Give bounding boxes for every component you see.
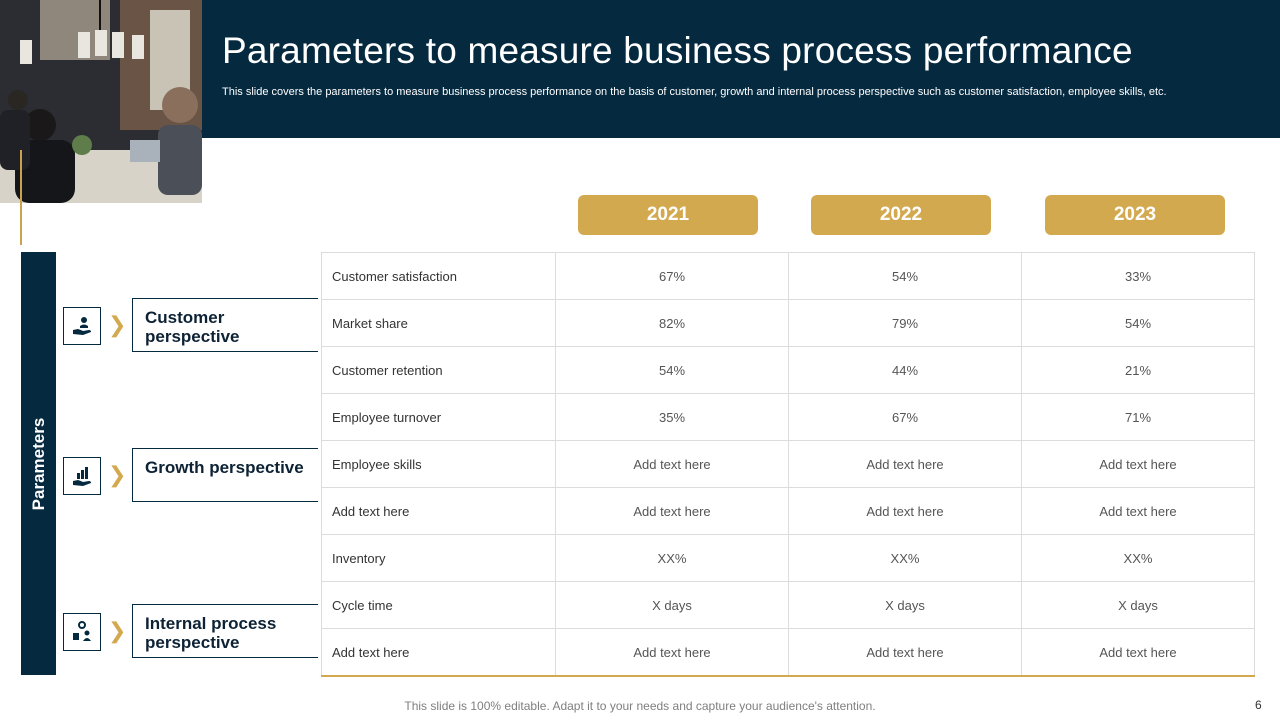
perspective-growth: Growth perspective xyxy=(132,448,318,502)
table-row: Employee turnover 35% 67% 71% xyxy=(321,393,1255,441)
cell-2021: Add text here xyxy=(555,487,789,535)
cell-2021: Add text here xyxy=(555,440,789,488)
year-badge-2023: 2023 xyxy=(1045,195,1225,235)
cell-2021: 82% xyxy=(555,299,789,347)
cell-2021: 67% xyxy=(555,252,789,300)
row-label: Inventory xyxy=(321,534,556,582)
row-label: Customer satisfaction xyxy=(321,252,556,300)
table-row: Inventory XX% XX% XX% xyxy=(321,534,1255,582)
office-meeting-image xyxy=(0,0,202,203)
cell-2021: XX% xyxy=(555,534,789,582)
header-banner: Parameters to measure business process p… xyxy=(202,0,1280,138)
cell-2022: Add text here xyxy=(788,628,1022,677)
page-number: 6 xyxy=(1255,698,1262,712)
table-row: Employee skills Add text here Add text h… xyxy=(321,440,1255,488)
chevron-right-icon: ❯ xyxy=(108,618,127,643)
row-label: Market share xyxy=(321,299,556,347)
accent-line xyxy=(20,150,22,245)
metrics-table: Customer satisfaction 67% 54% 33% Market… xyxy=(321,252,1255,677)
row-label: Customer retention xyxy=(321,346,556,394)
cell-2022: 54% xyxy=(788,252,1022,300)
chevron-right-icon: ❯ xyxy=(108,312,127,337)
cell-2022: Add text here xyxy=(788,487,1022,535)
year-badge-2021: 2021 xyxy=(578,195,758,235)
parameters-label: Parameters xyxy=(28,417,48,510)
cell-2021: 35% xyxy=(555,393,789,441)
cell-2021: X days xyxy=(555,581,789,629)
cell-2023: 21% xyxy=(1021,346,1255,394)
table-row: Customer satisfaction 67% 54% 33% xyxy=(321,252,1255,300)
row-label: Employee turnover xyxy=(321,393,556,441)
cell-2022: 44% xyxy=(788,346,1022,394)
cell-2023: Add text here xyxy=(1021,628,1255,677)
row-label: Cycle time xyxy=(321,581,556,629)
hand-user-icon xyxy=(63,307,101,345)
row-label: Employee skills xyxy=(321,440,556,488)
cell-2022: Add text here xyxy=(788,440,1022,488)
cell-2023: Add text here xyxy=(1021,487,1255,535)
table-row: Cycle time X days X days X days xyxy=(321,581,1255,629)
table-row: Add text here Add text here Add text her… xyxy=(321,628,1255,677)
perspective-customer: Customer perspective xyxy=(132,298,318,352)
page-subtitle: This slide covers the parameters to meas… xyxy=(222,86,1167,98)
cell-2022: 79% xyxy=(788,299,1022,347)
cell-2021: Add text here xyxy=(555,628,789,677)
cell-2023: XX% xyxy=(1021,534,1255,582)
cell-2023: 54% xyxy=(1021,299,1255,347)
cell-2021: 54% xyxy=(555,346,789,394)
footer-note: This slide is 100% editable. Adapt it to… xyxy=(404,699,876,713)
table-row: Market share 82% 79% 54% xyxy=(321,299,1255,347)
cell-2023: Add text here xyxy=(1021,440,1255,488)
cell-2023: 71% xyxy=(1021,393,1255,441)
chevron-right-icon: ❯ xyxy=(108,462,127,487)
header-photo xyxy=(0,0,202,203)
cell-2022: X days xyxy=(788,581,1022,629)
parameters-bar: Parameters xyxy=(21,252,56,675)
hand-chart-icon xyxy=(63,457,101,495)
table-row: Add text here Add text here Add text her… xyxy=(321,487,1255,535)
cell-2022: 67% xyxy=(788,393,1022,441)
perspective-internal-process: Internal process perspective xyxy=(132,604,318,658)
page-title: Parameters to measure business process p… xyxy=(222,30,1133,71)
cell-2023: X days xyxy=(1021,581,1255,629)
cell-2022: XX% xyxy=(788,534,1022,582)
year-badge-2022: 2022 xyxy=(811,195,991,235)
row-label: Add text here xyxy=(321,628,556,677)
row-label: Add text here xyxy=(321,487,556,535)
cell-2023: 33% xyxy=(1021,252,1255,300)
table-row: Customer retention 54% 44% 21% xyxy=(321,346,1255,394)
process-team-icon xyxy=(63,613,101,651)
